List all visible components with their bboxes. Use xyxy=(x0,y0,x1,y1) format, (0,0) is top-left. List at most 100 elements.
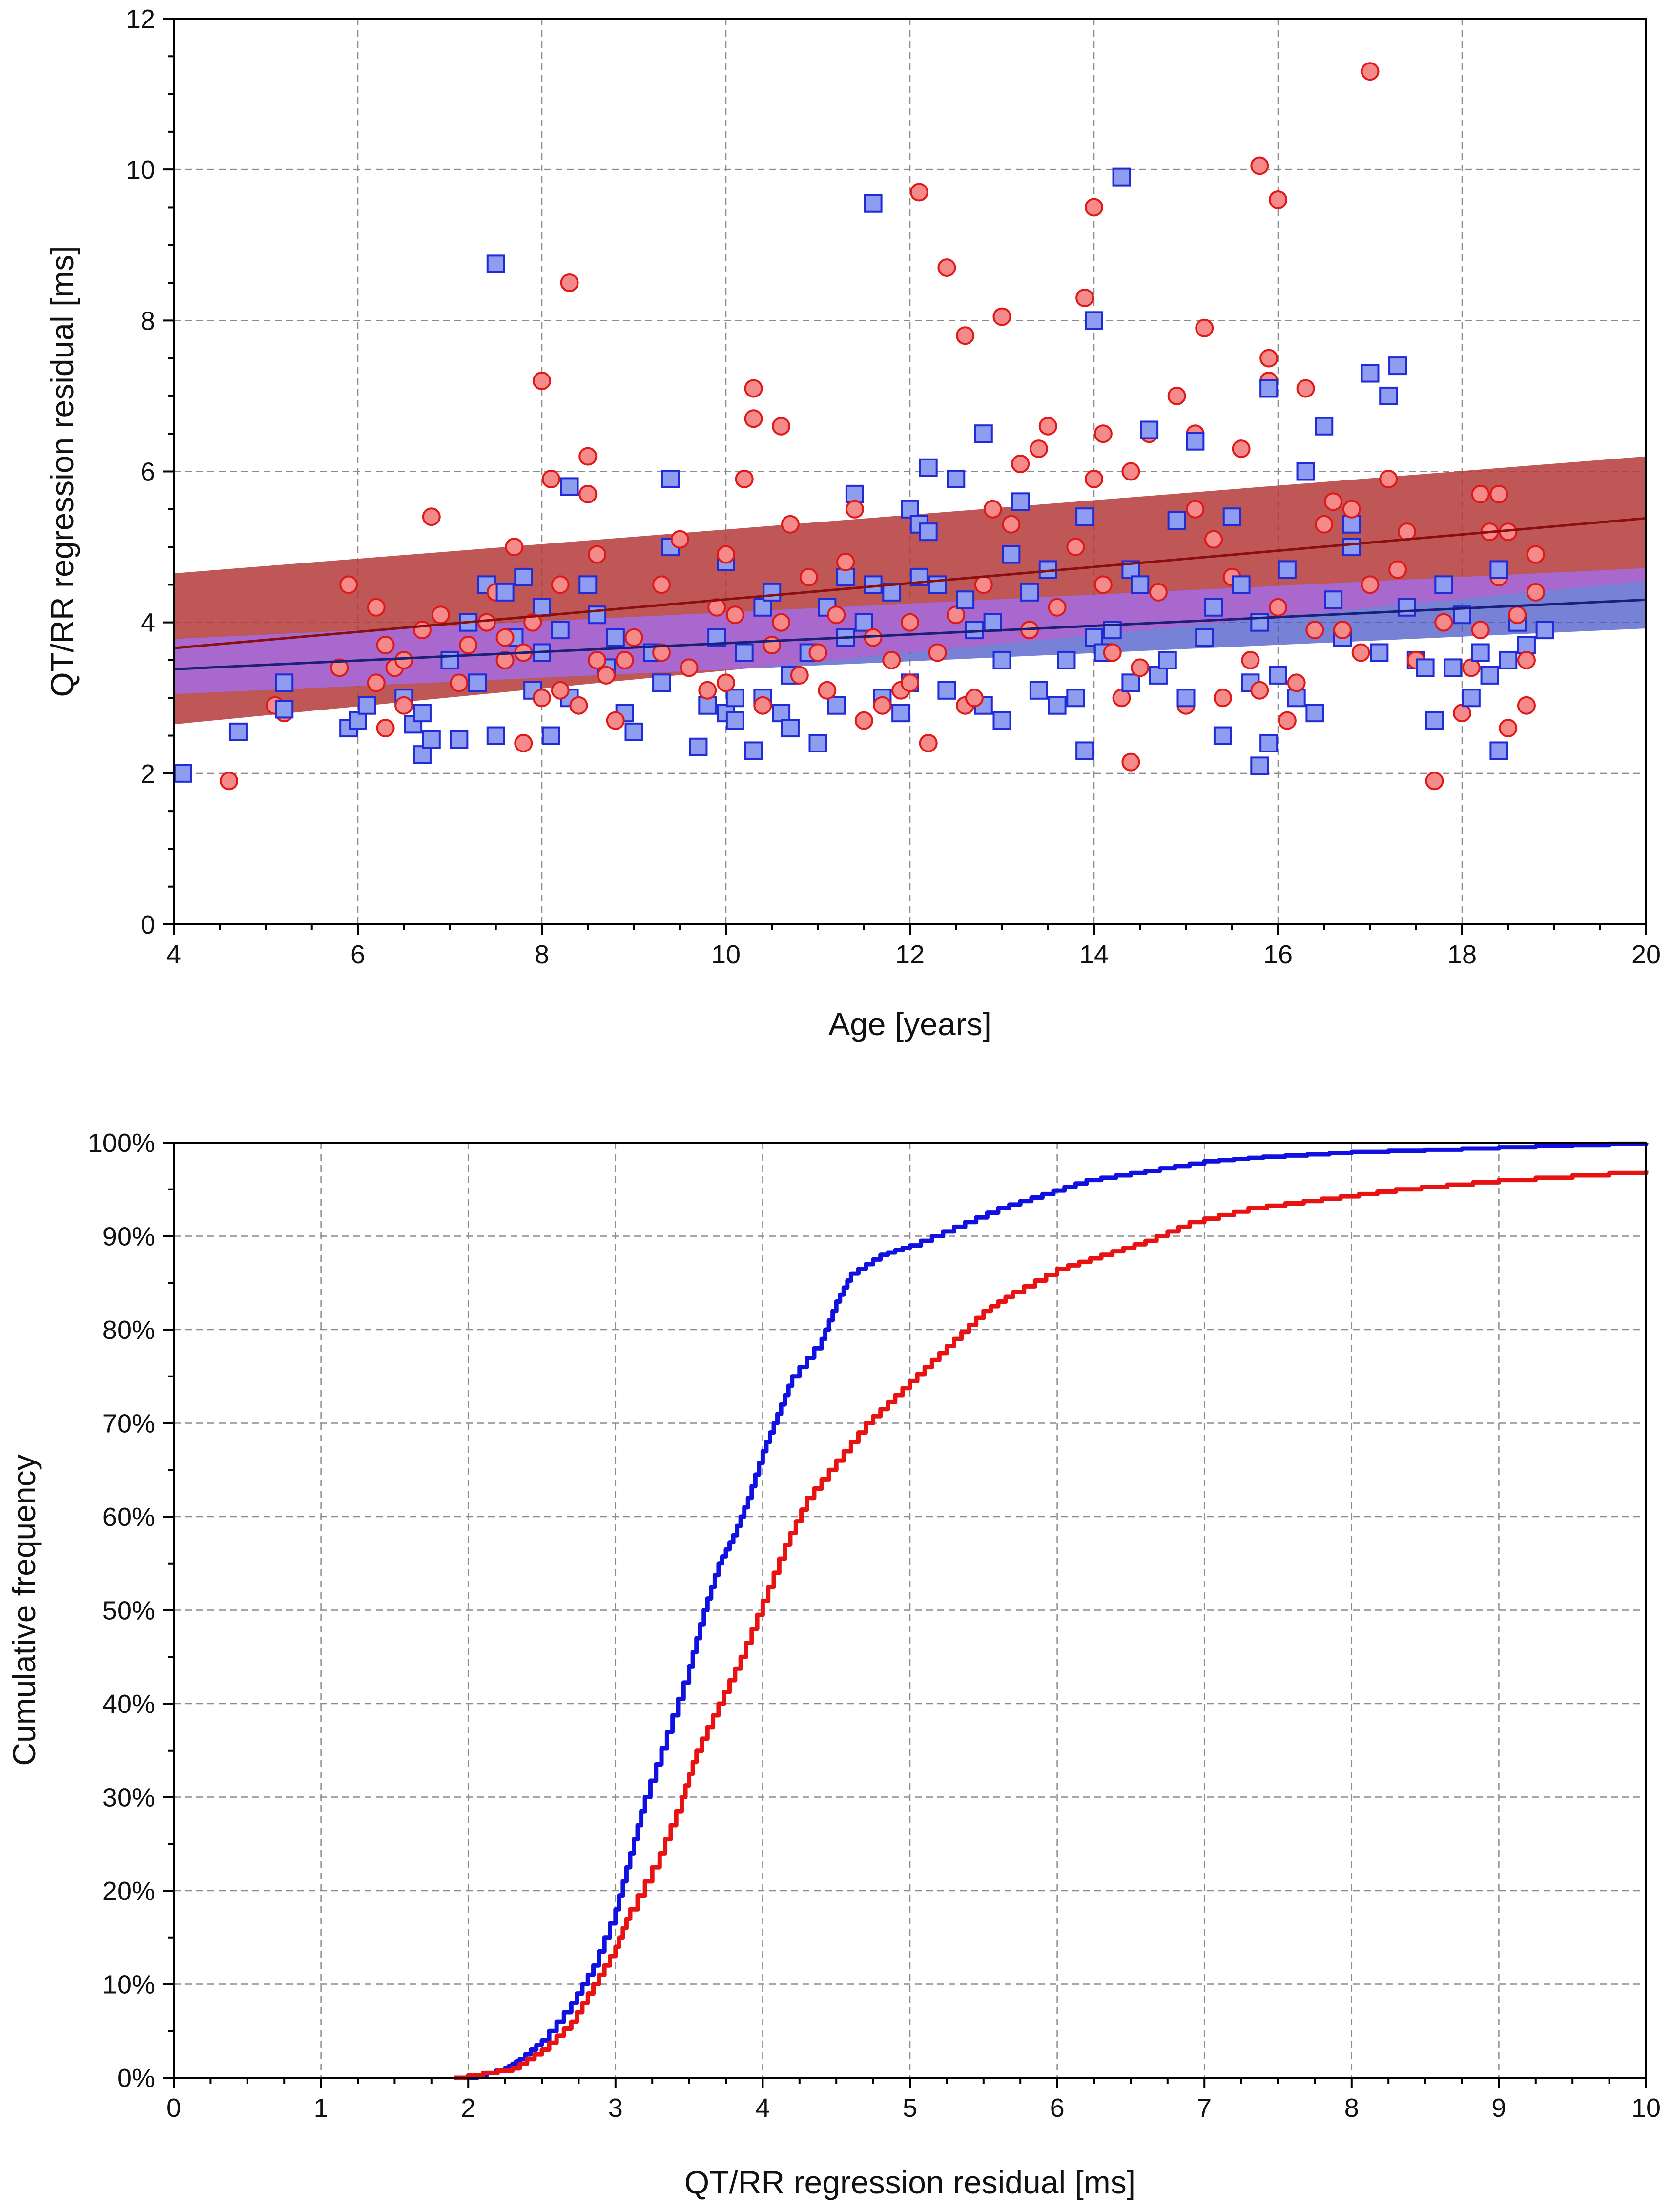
scatter-points xyxy=(173,62,1554,791)
red-circle-point xyxy=(578,447,598,466)
blue-square-point xyxy=(744,741,763,760)
blue-square-point xyxy=(1011,492,1030,511)
blue-square-point xyxy=(275,700,294,719)
red-circle-point xyxy=(422,507,441,526)
red-circle-point xyxy=(533,689,551,708)
red-circle-point xyxy=(606,711,625,730)
blue-square-point xyxy=(1029,681,1048,700)
cumulative-y-axis-title: Cumulative frequency xyxy=(6,1454,42,1766)
blue-square-point xyxy=(992,650,1011,669)
blue-square-point xyxy=(974,424,993,443)
blue-square-point xyxy=(1361,364,1380,383)
blue-square-point xyxy=(1499,650,1518,669)
red-circle-point xyxy=(1269,598,1287,617)
red-circle-point xyxy=(367,673,386,692)
red-circle-point xyxy=(717,673,735,692)
red-circle-point xyxy=(495,628,515,647)
blue-square-point xyxy=(1370,643,1389,662)
blue-square-point xyxy=(1002,545,1021,564)
red-circle-point xyxy=(744,409,763,428)
blue-square-point xyxy=(413,745,432,764)
scatter-y-tick-label: 12 xyxy=(126,4,155,34)
red-circle-point xyxy=(937,258,956,277)
scatter-y-tick-label: 2 xyxy=(141,759,155,789)
red-circle-point xyxy=(827,605,846,625)
red-circle-point xyxy=(652,643,671,662)
red-circle-point xyxy=(928,643,947,662)
blue-square-point xyxy=(947,469,966,488)
blue-square-point xyxy=(1186,432,1205,451)
red-circle-point xyxy=(1038,417,1057,436)
cumulative-y-tick-labels: 0% 10% 20% 30% 40% 50% 60% 70% 80% 90% 100% xyxy=(88,1128,155,2093)
blue-square-point xyxy=(661,469,680,488)
red-circle-point xyxy=(1085,469,1103,488)
cumulative-x-tick-label: 2 xyxy=(461,2093,475,2123)
blue-square-point xyxy=(1397,598,1416,617)
blue-square-point xyxy=(173,764,192,783)
blue-square-point xyxy=(836,567,855,586)
blue-square-point xyxy=(781,719,800,738)
blue-square-point xyxy=(1259,379,1279,398)
red-cumulative-line xyxy=(454,1170,1649,2080)
blue-square-point xyxy=(992,711,1011,730)
scatter-x-tick-label: 16 xyxy=(1263,940,1293,969)
red-circle-point xyxy=(339,575,358,594)
red-circle-point xyxy=(615,650,634,669)
blue-square-point xyxy=(468,673,487,692)
red-circle-point xyxy=(376,636,395,655)
red-circle-point xyxy=(1471,621,1490,640)
red-circle-point xyxy=(1342,500,1361,519)
scatter-x-tick-label: 8 xyxy=(535,940,549,969)
blue-square-point xyxy=(827,696,846,715)
red-circle-point xyxy=(1517,650,1536,669)
red-circle-point xyxy=(551,575,570,594)
red-circle-point xyxy=(1011,455,1030,474)
cumulative-y-tick-label: 50% xyxy=(103,1596,155,1626)
cumulative-x-tick-label: 8 xyxy=(1344,2093,1359,2123)
red-circle-point xyxy=(1167,386,1186,405)
blue-square-point xyxy=(735,643,754,662)
blue-square-point xyxy=(965,621,984,640)
blue-square-point xyxy=(1259,734,1279,752)
blue-square-point xyxy=(228,722,248,741)
cumulative-ticks xyxy=(163,1142,1647,2088)
red-circle-point xyxy=(965,689,984,708)
cumulative-x-tick-label: 1 xyxy=(314,2093,329,2123)
blue-square-point xyxy=(533,598,551,617)
blue-square-point xyxy=(1085,311,1103,330)
blue-square-point xyxy=(551,621,570,640)
red-circle-point xyxy=(1269,190,1287,209)
cumulative-y-tick-label: 100% xyxy=(88,1128,155,1158)
red-circle-point xyxy=(394,650,413,669)
red-circle-point xyxy=(1361,62,1380,81)
blue-square-point xyxy=(1517,636,1536,655)
blue-square-point xyxy=(753,598,772,617)
scatter-y-tick-label: 6 xyxy=(141,458,155,487)
red-circle-point xyxy=(367,598,386,617)
scatter-x-tick-labels: 4 6 8 10 12 14 16 18 20 xyxy=(166,940,1661,969)
red-circle-point xyxy=(808,643,827,662)
cumulative-gridlines xyxy=(174,1143,1646,2078)
red-circle-point xyxy=(909,183,928,202)
blue-square-point xyxy=(357,696,376,715)
blue-square-point xyxy=(1112,167,1131,187)
blue-square-point xyxy=(1085,628,1103,647)
blue-square-point xyxy=(1057,650,1076,669)
red-circle-point xyxy=(1093,424,1113,443)
cumulative-y-tick-label: 10% xyxy=(103,1970,155,2000)
red-circle-point xyxy=(1296,379,1315,398)
blue-square-point xyxy=(1176,689,1196,708)
red-circle-point xyxy=(1075,288,1094,307)
blue-square-point xyxy=(1250,756,1269,775)
cumulative-x-tick-label: 5 xyxy=(903,2093,917,2123)
blue-square-point xyxy=(1048,696,1067,715)
red-circle-point xyxy=(376,719,395,738)
red-circle-point xyxy=(1195,318,1214,337)
scatter-x-tick-label: 10 xyxy=(711,940,741,969)
red-circle-point xyxy=(1048,598,1067,617)
red-circle-point xyxy=(772,613,791,632)
red-circle-point xyxy=(854,711,873,730)
scatter-chart: 4 6 8 10 12 14 16 18 20 0 2 4 6 8 10 12 Age [years] QT… xyxy=(44,4,1661,1042)
blue-square-point xyxy=(1342,515,1361,534)
scatter-x-tick-label: 6 xyxy=(351,940,365,969)
